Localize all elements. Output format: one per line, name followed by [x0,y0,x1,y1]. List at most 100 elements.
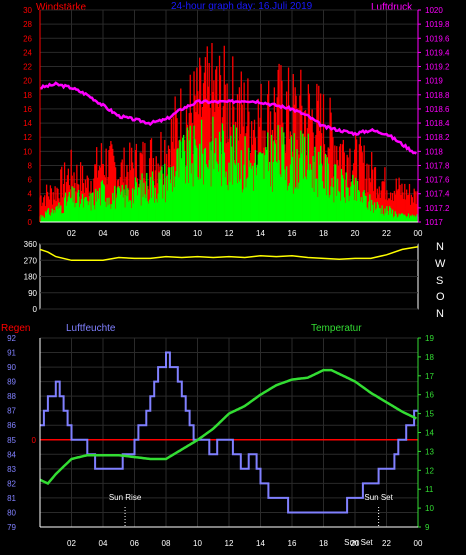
humidity-tick-label: 84 [7,450,16,459]
pressure-tick-label: 1018.2 [425,133,450,142]
direction-label-o: O [436,291,445,303]
wind-axis-title: Windstärke [36,2,86,13]
x-tick-label: 00 [414,539,423,548]
temperature-tick-label: 16 [425,391,434,400]
humidity-tick-label: 85 [7,436,16,445]
pressure-tick-label: 1018.8 [425,91,450,100]
direction-tick-label: 0 [33,305,38,314]
wind-pressure-chart: 02468101214161820222426283010171017.2101… [23,6,450,238]
wind-direction-line [39,245,419,262]
direction-tick-label: 180 [24,273,38,282]
pressure-tick-label: 1017.6 [425,176,450,185]
wind-tick-label: 8 [28,161,33,170]
temperature-tick-label: 9 [425,523,430,532]
temperature-axis-title: Temperatur [311,323,362,334]
direction-label-n-bottom: N [436,308,444,320]
humidity-tick-label: 90 [7,363,16,372]
wind-tick-label: 22 [23,63,32,72]
pressure-axis-title: Luftdruck [371,2,413,13]
humidity-tick-label: 83 [7,465,16,474]
x-tick-label: 10 [193,539,202,548]
wind-tick-label: 30 [23,6,32,15]
x-tick-label: 12 [225,539,234,548]
pressure-tick-label: 1019.6 [425,34,450,43]
wind-tick-label: 14 [23,119,32,128]
temperature-tick-label: 17 [425,372,434,381]
pressure-tick-label: 1019.2 [425,63,450,72]
humidity-tick-label: 88 [7,392,16,401]
pressure-tick-label: 1019 [425,77,443,86]
temperature-tick-label: 19 [425,334,434,343]
x-tick-label: 02 [67,229,76,238]
humidity-temperature-chart: 79 80 81 82 83 84 85 86 87 88 89 90 91 92 9 10 11 12 13 14 1… [7,334,434,548]
direction-label-s: S [436,275,443,287]
graph-title: 24-hour graph day: 16.Juli 2019 [171,1,313,12]
x-tick-label: 20 [351,539,360,548]
x-tick-label: 06 [130,229,139,238]
humidity-line [40,351,418,514]
x-tick-label: 12 [225,229,234,238]
wind-tick-label: 20 [23,77,32,86]
pressure-tick-label: 1019.4 [425,48,450,57]
x-tick-label: 22 [382,539,391,548]
wind-tick-label: 2 [28,204,33,213]
temperature-tick-label: 11 [425,485,434,494]
temperature-tick-label: 18 [425,353,434,362]
direction-tick-label: 90 [28,289,37,298]
wind-tick-label: 0 [28,218,33,227]
rain-axis-title: Regen [1,323,30,334]
direction-tick-label: 360 [24,240,38,249]
wind-tick-label: 4 [28,190,33,199]
temperature-tick-label: 10 [425,504,434,513]
humidity-tick-label: 79 [7,523,16,532]
x-tick-label: 20 [351,229,360,238]
x-tick-label: 14 [256,229,265,238]
wind-tick-label: 28 [23,20,32,29]
temperature-tick-label: 12 [425,466,434,475]
x-tick-label: 22 [382,229,391,238]
x-tick-label: 02 [67,539,76,548]
direction-label-w: W [435,258,446,270]
x-tick-label: 08 [162,229,171,238]
temperature-tick-label: 14 [425,429,434,438]
x-tick-label: 18 [319,229,328,238]
x-tick-label: 08 [162,539,171,548]
pressure-tick-label: 1017 [425,218,443,227]
pressure-line [40,81,418,155]
x-tick-label: 00 [414,229,423,238]
humidity-tick-label: 89 [7,378,16,387]
temperature-tick-label: 13 [425,447,434,456]
wind-tick-label: 10 [23,147,32,156]
wind-tick-label: 12 [23,133,32,142]
pressure-tick-label: 1018.6 [425,105,450,114]
pressure-tick-label: 1017.4 [425,190,450,199]
wind-tick-label: 6 [28,176,33,185]
x-tick-label: 10 [193,229,202,238]
humidity-axis-title: Luftfeuchte [66,323,116,334]
x-tick-label: 06 [130,539,139,548]
x-tick-label: 04 [99,539,108,548]
wind-tick-label: 26 [23,34,32,43]
rain-tick-label: 0 [32,436,37,445]
humidity-tick-label: 81 [7,494,16,503]
humidity-tick-label: 86 [7,421,16,430]
sunrise-label: Sun Rise [109,493,142,502]
temperature-line [39,368,417,486]
humidity-tick-label: 91 [7,349,16,358]
wind-tick-label: 16 [23,105,32,114]
pressure-tick-label: 1020 [425,6,443,15]
wind-direction-chart: 0 90 180 270 360 [24,240,419,314]
x-tick-label: 04 [99,229,108,238]
humidity-tick-label: 92 [7,334,16,343]
sunset-label: Sun Set [364,493,393,502]
sunset-axis-label: Sun Set [344,538,373,547]
x-tick-label: 14 [256,539,265,548]
direction-label-n-top: N [436,241,444,253]
wind-tick-label: 18 [23,91,32,100]
temperature-tick-label: 15 [425,410,434,419]
humidity-tick-label: 82 [7,479,16,488]
pressure-tick-label: 1017.2 [425,204,450,213]
humidity-tick-label: 87 [7,407,16,416]
pressure-tick-label: 1017.8 [425,161,450,170]
